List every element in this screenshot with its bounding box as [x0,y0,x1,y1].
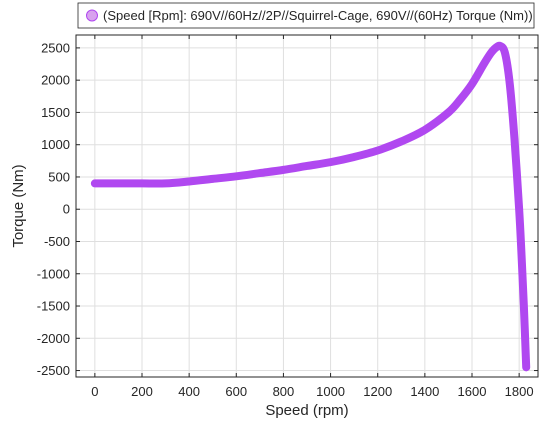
x-tick-label: 0 [91,384,98,399]
y-tick-label: -500 [44,234,70,249]
series-layer [90,41,531,372]
x-tick-label: 400 [178,384,200,399]
y-axis-label: Torque (Nm) [10,164,27,247]
y-tick-label: 2500 [41,40,70,55]
legend-box [77,2,535,29]
y-tick-label: 500 [48,169,70,184]
y-tick-label: 0 [63,202,70,217]
series-line-torque [90,41,531,372]
y-tick-label: -1000 [37,266,70,281]
x-tick-label: 1600 [458,384,487,399]
legend[interactable]: (Speed [Rpm]: 690V//60Hz//2P//Squirrel-C… [77,2,535,29]
x-tick-label: 1800 [505,384,534,399]
x-tick-label: 800 [273,384,295,399]
grid-lines [76,35,538,377]
x-tick-label: 1000 [316,384,345,399]
x-tick-label: 200 [131,384,153,399]
y-tick-label: -2000 [37,331,70,346]
y-tick-label: -2500 [37,363,70,378]
x-tick-label: 600 [225,384,247,399]
x-tick-label: 1200 [363,384,392,399]
y-tick-label: 1500 [41,105,70,120]
plot-border [75,34,539,378]
x-tick-label: 1400 [410,384,439,399]
plot-area [76,35,538,377]
y-tick-label: 2000 [41,73,70,88]
axis-ticks: 0 200 400 600 800 1000 1200 1400 1600 1800 -2500 -2… [37,35,538,399]
y-tick-label: 1000 [41,137,70,152]
x-axis-label: Speed (rpm) [265,402,348,419]
legend-marker-icon [86,9,98,22]
legend-entry-label: (Speed [Rpm]: 690V//60Hz//2P//Squirrel-C… [103,8,533,23]
y-tick-label: -1500 [37,299,70,314]
